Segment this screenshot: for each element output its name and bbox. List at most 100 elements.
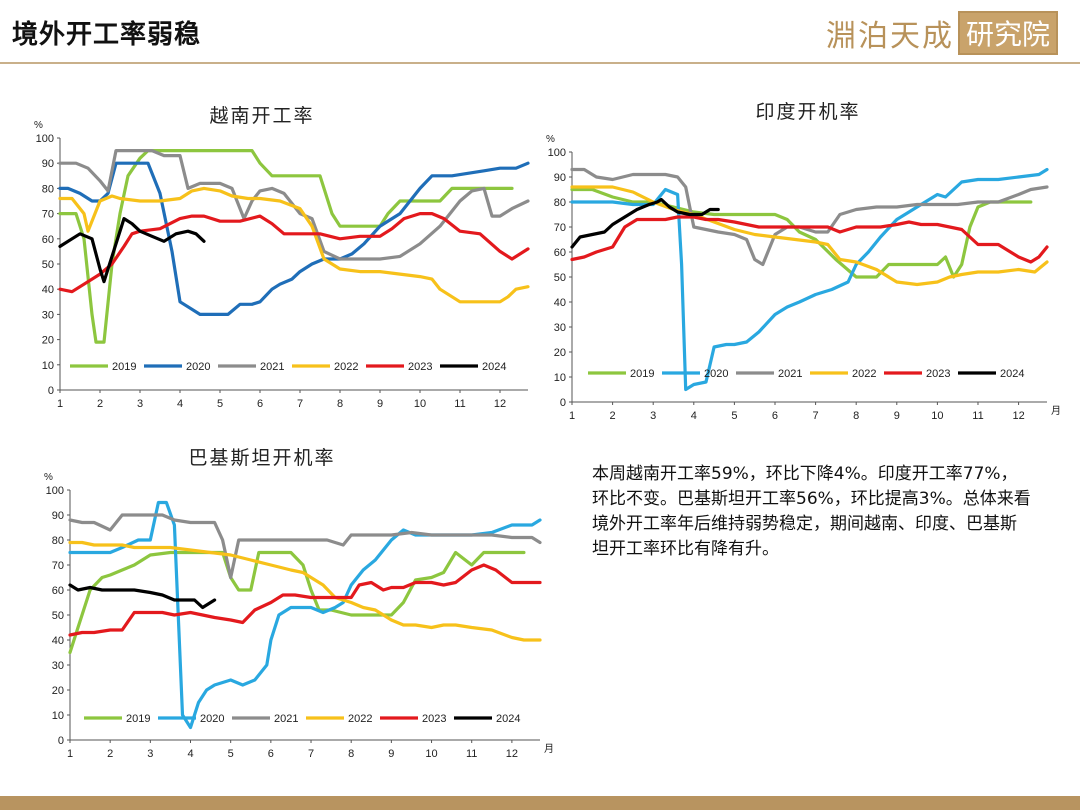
x-tick-label: 3	[650, 410, 656, 422]
series-line-2021	[68, 513, 542, 580]
x-tick-label: 11	[972, 410, 983, 422]
y-tick-label: 50	[554, 272, 566, 284]
x-tick-label: 2	[610, 410, 616, 422]
y-tick-label: 40	[52, 635, 64, 647]
legend-label-2019: 2019	[126, 713, 150, 725]
chart-title: 越南开工率	[209, 105, 314, 127]
x-tick-label: 4	[187, 748, 193, 760]
x-tick-label: 6	[772, 410, 778, 422]
y-tick-label: 100	[46, 485, 64, 497]
pakistan-chart: 巴基斯坦开机率 0 10 20 30 40 50 60 70 80 90 100% 1 2 3 4 5 6 7 8 9 1…	[22, 440, 554, 770]
x-tick-label: 7	[297, 398, 303, 410]
x-tick-label: 6	[268, 748, 274, 760]
x-tick-label: 1	[569, 410, 575, 422]
y-tick-label: 50	[52, 610, 64, 622]
series-line-2019	[68, 550, 526, 655]
y-tick-label: 30	[52, 660, 64, 672]
legend-label-2021: 2021	[778, 368, 802, 380]
series-line-2019	[58, 149, 514, 344]
brand-text: 淵泊天成	[825, 19, 954, 54]
x-tick-label: 11	[454, 398, 465, 410]
x-tick-label: 4	[691, 410, 697, 422]
x-tick-label: 10	[425, 748, 437, 760]
y-tick-label: 90	[52, 510, 64, 522]
legend-label-2024: 2024	[482, 361, 506, 373]
y-tick-label: 0	[560, 397, 566, 409]
y-tick-label: 50	[42, 259, 54, 271]
x-tick-label: 6	[257, 398, 263, 410]
legend-label-2020: 2020	[186, 361, 210, 373]
y-tick-label: 30	[554, 322, 566, 334]
footer-bar	[0, 796, 1080, 810]
x-tick-label: 1	[57, 398, 63, 410]
y-tick-label: 80	[52, 535, 64, 547]
x-tick-label: 10	[414, 398, 426, 410]
legend-label-2019: 2019	[112, 361, 136, 373]
y-tick-label: 70	[42, 209, 54, 221]
x-tick-label: 8	[337, 398, 343, 410]
legend-label-2021: 2021	[260, 361, 284, 373]
x-unit-label: 月	[544, 743, 554, 755]
legend-label-2024: 2024	[496, 713, 520, 725]
brand-logo: 淵泊天成 研究院	[825, 11, 1058, 55]
y-unit-label: %	[546, 134, 555, 145]
x-tick-label: 4	[177, 398, 183, 410]
x-tick-label: 12	[494, 398, 506, 410]
y-tick-label: 0	[48, 385, 54, 397]
y-tick-label: 40	[554, 297, 566, 309]
y-tick-label: 100	[36, 133, 54, 145]
x-tick-label: 9	[894, 410, 900, 422]
series-line-2020	[58, 161, 530, 316]
y-tick-label: 90	[554, 172, 566, 184]
y-tick-label: 20	[52, 685, 64, 697]
vietnam-chart: 越南开工率 0 10 20 30 40 50 60 70 80 90 100% 1 2 3 4 5 6 7 8 9 10 1…	[22, 96, 532, 416]
legend-label-2023: 2023	[926, 368, 950, 380]
x-tick-label: 12	[506, 748, 518, 760]
x-unit-label: 月	[1051, 405, 1061, 417]
x-tick-label: 2	[97, 398, 103, 410]
page-title: 境外开工率弱稳	[12, 20, 202, 50]
series-line-2024	[68, 583, 217, 610]
series-line-2022	[58, 186, 530, 304]
x-tick-label: 5	[731, 410, 737, 422]
y-tick-label: 10	[554, 372, 566, 384]
series-line-2022	[68, 540, 542, 642]
y-tick-label: 10	[52, 710, 64, 722]
brand-box: 研究院	[957, 11, 1058, 55]
x-tick-label: 2	[107, 748, 113, 760]
x-tick-label: 5	[228, 748, 234, 760]
series-line-2023	[68, 563, 542, 637]
series-line-2024	[58, 217, 206, 284]
header-rule	[0, 62, 1080, 64]
legend-label-2022: 2022	[348, 713, 372, 725]
x-tick-label: 1	[67, 748, 73, 760]
x-tick-label: 11	[466, 748, 477, 760]
chart-title: 巴基斯坦开机率	[188, 447, 335, 469]
legend-label-2019: 2019	[630, 368, 654, 380]
y-tick-label: 0	[58, 735, 64, 747]
x-tick-label: 9	[388, 748, 394, 760]
series-line-2022	[570, 185, 1049, 287]
x-tick-label: 7	[813, 410, 819, 422]
chart-title: 印度开机率	[755, 101, 860, 123]
x-tick-label: 3	[147, 748, 153, 760]
series-line-2021	[58, 149, 530, 261]
x-tick-label: 9	[377, 398, 383, 410]
series-line-2023	[570, 215, 1049, 264]
series-line-2020	[570, 167, 1049, 392]
y-tick-label: 80	[42, 183, 54, 195]
y-tick-label: 60	[554, 247, 566, 259]
legend-label-2022: 2022	[852, 368, 876, 380]
x-tick-label: 8	[853, 410, 859, 422]
y-tick-label: 90	[42, 158, 54, 170]
y-tick-label: 10	[42, 360, 54, 372]
legend-label-2023: 2023	[408, 361, 432, 373]
y-tick-label: 70	[554, 222, 566, 234]
legend-label-2023: 2023	[422, 713, 446, 725]
x-tick-label: 12	[1012, 410, 1024, 422]
commentary-text: 本周越南开工率59%，环比下降4%。印度开工率77%，环比不变。巴基斯坦开工率5…	[592, 464, 1031, 559]
series-line-2023	[58, 212, 530, 294]
india-chart: 印度开机率 0 10 20 30 40 50 60 70 80 90 100% 1 2 3 4 5 6 7 8 9 10 1…	[540, 94, 1061, 424]
series-line-2021	[570, 167, 1049, 267]
legend-label-2024: 2024	[1000, 368, 1024, 380]
